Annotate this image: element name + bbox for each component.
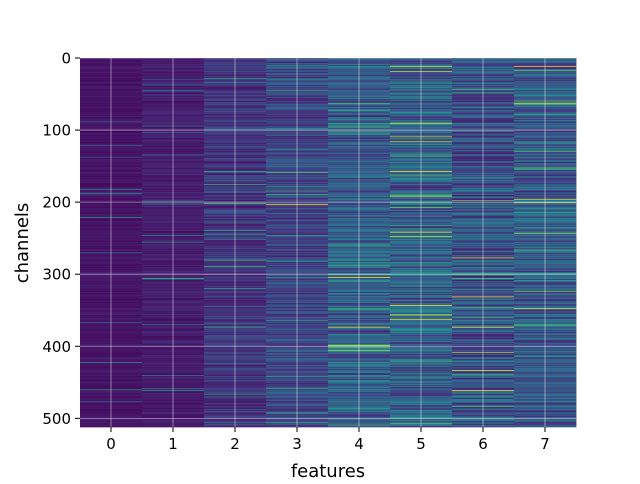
- x-tick-label: 0: [106, 435, 116, 453]
- x-tick-label: 4: [354, 435, 364, 453]
- y-tick-label: 400: [42, 338, 71, 356]
- x-tick-label: 7: [540, 435, 550, 453]
- x-tick-label: 6: [478, 435, 488, 453]
- x-ticks: 0 1 2 3 4 5 6 7: [106, 427, 550, 453]
- y-tick-label: 100: [42, 122, 71, 140]
- y-axis-label: channels: [12, 203, 33, 284]
- y-ticks: 0 100 200 300 400 500: [42, 50, 80, 428]
- x-tick-label: 3: [292, 435, 302, 453]
- y-tick-label: 300: [42, 266, 71, 284]
- y-tick-label: 0: [61, 50, 71, 68]
- grid-lines: [80, 57, 576, 427]
- x-axis-label: features: [291, 461, 365, 480]
- heatmap-cells: [80, 58, 577, 428]
- y-tick-label: 500: [42, 410, 71, 428]
- y-tick-label: 200: [42, 194, 71, 212]
- x-tick-label: 1: [168, 435, 178, 453]
- x-tick-label: 5: [416, 435, 426, 453]
- x-tick-label: 2: [230, 435, 240, 453]
